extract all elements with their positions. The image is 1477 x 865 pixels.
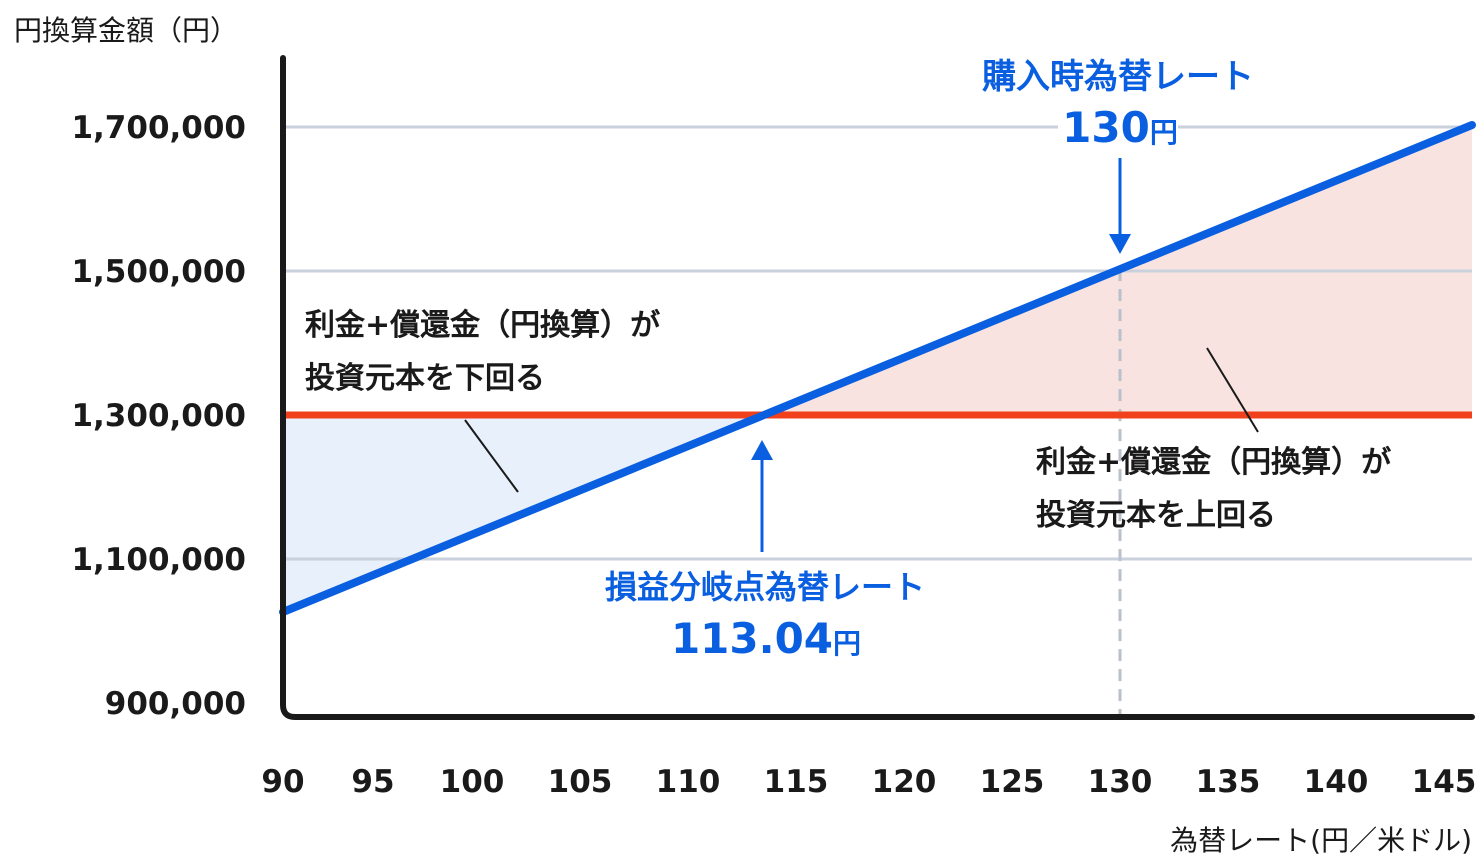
- x-tick-label: 110: [656, 764, 721, 800]
- y-tick-label: 1,300,000: [71, 398, 246, 434]
- x-tick-label: 100: [440, 764, 505, 800]
- breakeven-rate-label: 損益分岐点為替レート: [605, 568, 925, 606]
- purchase-rate-number: 130: [1062, 103, 1150, 152]
- x-tick-label: 95: [351, 764, 394, 800]
- y-axis-and-x-axis: [280, 55, 1475, 720]
- x-tick-label: 105: [548, 764, 613, 800]
- annotation-above-line1: 利金+償還金（円換算）が: [1036, 445, 1391, 480]
- x-tick-label: 115: [764, 764, 829, 800]
- breakeven-rate-unit: 円: [833, 627, 861, 660]
- x-tick-label: 140: [1304, 764, 1369, 800]
- annotation-above-leader: [1206, 347, 1259, 433]
- y-axis-title: 円換算金額（円）: [14, 14, 238, 47]
- annotation-above-line2: 投資元本を上回る: [1036, 498, 1276, 533]
- annotation-below-leader: [464, 419, 519, 493]
- y-tick-label: 1,700,000: [71, 110, 246, 146]
- x-tick-label: 90: [261, 764, 304, 800]
- x-tick-label: 120: [872, 764, 937, 800]
- x-tick-label: 130: [1088, 764, 1153, 800]
- y-tick-label: 900,000: [105, 686, 246, 722]
- x-tick-label: 145: [1412, 764, 1477, 800]
- y-tick-label: 1,500,000: [71, 254, 246, 290]
- x-axis-title: 為替レート(円／米ドル): [1170, 824, 1472, 857]
- purchase-rate-arrow: [1109, 158, 1131, 254]
- purchase-rate-value: 130円: [1062, 103, 1178, 152]
- breakeven-rate-number: 113.04: [671, 614, 833, 663]
- breakeven-rate-value: 113.04円: [671, 614, 861, 663]
- purchase-rate-label: 購入時為替レート: [982, 57, 1254, 97]
- yen-value-line: [279, 121, 1476, 616]
- breakeven-arrow: [751, 440, 773, 552]
- annotation-below-line2: 投資元本を下回る: [305, 361, 545, 396]
- x-tick-label: 135: [1196, 764, 1261, 800]
- annotation-below-line1: 利金+償還金（円換算）が: [305, 308, 660, 343]
- x-tick-label: 125: [980, 764, 1045, 800]
- purchase-rate-unit: 円: [1150, 116, 1178, 149]
- y-tick-label: 1,100,000: [71, 542, 246, 578]
